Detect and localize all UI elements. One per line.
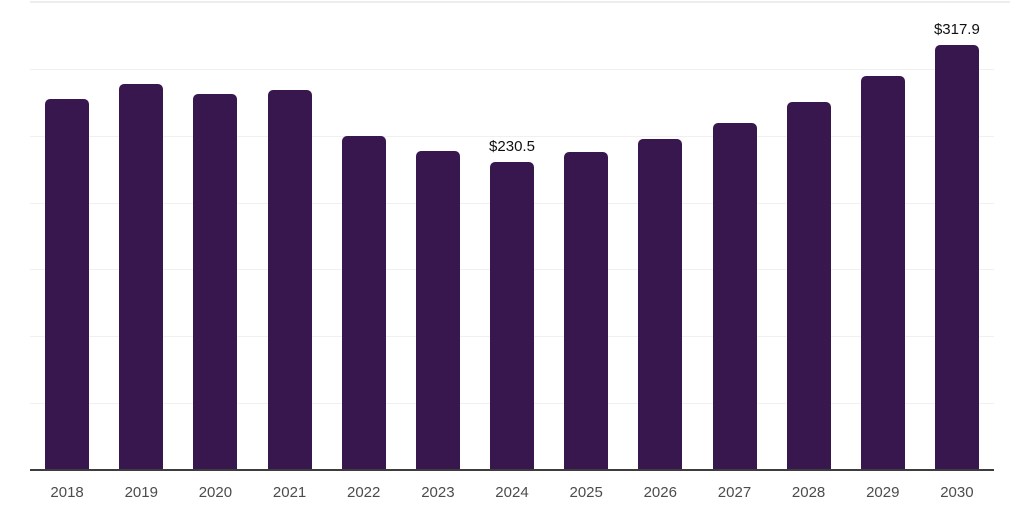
bar-2019[interactable] [119,83,164,470]
chart-top-border [30,1,1010,3]
value-label-2024: $230.5 [489,137,535,155]
gridline-300 [30,69,994,70]
x-tick-label-2025: 2025 [569,484,603,501]
x-tick-label-2030: 2030 [940,484,974,501]
bar-2025[interactable] [564,151,609,470]
bar-2021[interactable] [267,89,312,470]
bar-2030[interactable] [934,44,979,470]
x-tick-label-2026: 2026 [643,484,677,501]
value-label-2030: $317.9 [933,20,980,38]
x-tick-label-2027: 2027 [717,484,752,501]
bar-2026[interactable] [638,138,683,470]
bar-2028[interactable] [786,102,831,470]
bar-2020[interactable] [193,94,238,470]
x-tick-label-2021: 2021 [272,484,307,501]
x-tick-label-2019: 2019 [124,484,158,501]
bar-2023[interactable] [415,151,460,470]
x-tick-label-2020: 2020 [198,484,233,501]
x-tick-label-2018: 2018 [50,484,84,501]
bar-2018[interactable] [45,98,90,470]
x-tick-label-2022: 2022 [347,484,381,501]
bar-2029[interactable] [860,76,905,470]
bar-2024[interactable] [490,161,534,470]
bar-2027[interactable] [712,122,757,470]
gridline-250 [30,136,994,137]
x-tick-label-2024: 2024 [495,484,529,501]
bar-2022[interactable] [341,135,386,470]
x-tick-label-2029: 2029 [866,484,900,501]
x-tick-label-2028: 2028 [791,484,826,501]
x-tick-label-2023: 2023 [421,484,455,501]
x-axis-line [30,469,994,471]
